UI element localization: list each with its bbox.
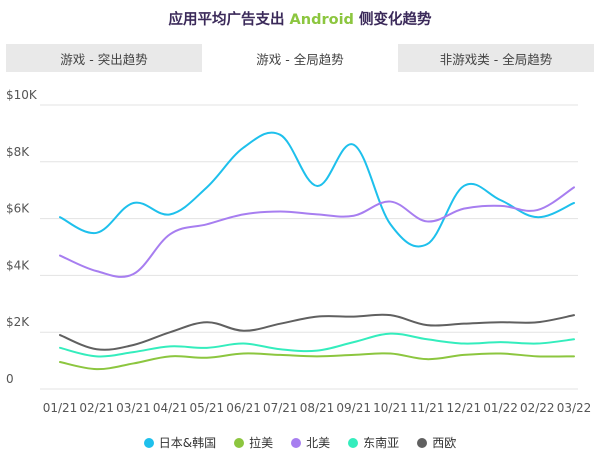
tab-non-games-global[interactable]: 非游戏类 - 全局趋势 (439, 51, 553, 67)
title-highlight: Android (289, 12, 354, 28)
legend-swatch (417, 437, 428, 448)
legend-item[interactable]: 东南亚 (348, 434, 399, 451)
x-tick-label: 07/21 (263, 401, 298, 415)
y-tick-label: $10K (6, 88, 38, 102)
legend-swatch (348, 437, 359, 448)
tab-games-global[interactable]: 游戏 - 全局趋势 (202, 44, 398, 72)
x-tick-label: 06/21 (226, 401, 261, 415)
title-suffix: 侧变化趋势 (359, 12, 432, 28)
legend-label: 日本&韩国 (158, 436, 217, 450)
series-line-3 (59, 332, 575, 358)
legend-label: 西欧 (432, 436, 457, 450)
x-tick-label: 10/21 (373, 401, 408, 415)
x-tick-label: 01/22 (483, 401, 518, 415)
chart-legend: 日本&韩国 拉美 北美 东南亚 西欧 (0, 434, 600, 451)
x-tick-label: 02/22 (520, 401, 555, 415)
x-tick-label: 01/21 (43, 401, 78, 415)
y-tick-label: $8K (6, 145, 30, 159)
legend-swatch (291, 437, 302, 448)
tab-games-highlights[interactable]: 游戏 - 突出趋势 (60, 51, 148, 67)
legend-swatch (234, 437, 245, 448)
title-prefix: 应用平均广告支出 (168, 12, 285, 28)
x-tick-label: 02/21 (79, 401, 114, 415)
x-tick-label: 05/21 (190, 401, 225, 415)
legend-item[interactable]: 拉美 (234, 434, 273, 451)
y-tick-label: $4K (6, 258, 30, 272)
series-line-0 (59, 131, 575, 248)
x-tick-label: 03/22 (557, 401, 592, 415)
x-tick-label: 08/21 (300, 401, 335, 415)
legend-swatch (143, 437, 154, 448)
y-tick-label: 0 (6, 372, 14, 386)
x-tick-label: 09/21 (336, 401, 371, 415)
chart-title: 应用平均广告支出 Android 侧变化趋势 (0, 8, 600, 29)
series-line-2 (59, 186, 575, 278)
legend-item[interactable]: 日本&韩国 (143, 434, 217, 451)
legend-label: 东南亚 (363, 436, 400, 450)
legend-label: 拉美 (249, 436, 274, 450)
x-tick-label: 03/21 (116, 401, 151, 415)
series-line-1 (59, 352, 575, 371)
legend-item[interactable]: 北美 (291, 434, 330, 451)
legend-item[interactable]: 西欧 (417, 434, 456, 451)
x-tick-label: 11/21 (410, 401, 445, 415)
x-tick-label: 12/21 (447, 401, 482, 415)
tab-bar: 游戏 - 突出趋势 游戏 - 全局趋势 非游戏类 - 全局趋势 (6, 44, 594, 72)
series-line-4 (59, 313, 575, 351)
y-tick-label: $6K (6, 202, 30, 216)
legend-label: 北美 (306, 436, 331, 450)
x-tick-label: 04/21 (153, 401, 188, 415)
y-tick-label: $2K (6, 315, 30, 329)
